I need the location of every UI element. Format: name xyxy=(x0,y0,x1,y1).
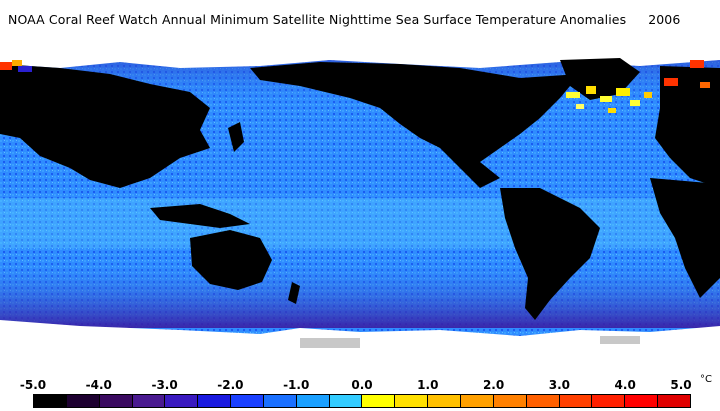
colorbar-cell xyxy=(460,395,494,407)
colorbar-tick-labels: -5.0 -4.0 -3.0 -2.0 -1.0 0.0 1.0 2.0 3.0 4.0 5.0 xyxy=(0,378,720,394)
colorbar-cell xyxy=(625,395,659,407)
colorbar-cell xyxy=(362,395,396,407)
colorbar-cell xyxy=(658,395,690,407)
colorbar-cell xyxy=(428,395,461,407)
colorbar-tick-label: 0.0 xyxy=(351,378,373,392)
colorbar-cell xyxy=(231,395,264,407)
arctic-ice xyxy=(0,38,720,68)
colorbar-cell xyxy=(99,395,133,407)
colorbar-cell xyxy=(395,395,429,407)
south-shading xyxy=(0,258,720,328)
north-america-land xyxy=(250,62,580,188)
colorbar-cell xyxy=(132,395,166,407)
colorbar-tick-label: 5.0 xyxy=(670,378,692,392)
colorbar-cell xyxy=(526,395,560,407)
equatorial-band xyxy=(0,198,720,248)
colorbar-tick-label: 1.0 xyxy=(417,378,439,392)
colorbar-cell xyxy=(296,395,330,407)
title-text: NOAA Coral Reef Watch Annual Minimum Sat… xyxy=(8,12,627,27)
south-america-land xyxy=(500,188,600,320)
colorbar-cell xyxy=(66,395,100,407)
colorbar-tick-label: -1.0 xyxy=(283,378,310,392)
ice-shelf-gray xyxy=(300,338,360,348)
ice-shelf-gray-2 xyxy=(600,336,640,344)
europe-land-east xyxy=(655,66,720,188)
africa-land xyxy=(650,178,720,298)
colorbar-tick-label: -3.0 xyxy=(151,378,178,392)
indonesia-islands xyxy=(150,204,250,228)
australia-land xyxy=(190,230,272,290)
north-atlantic-warm-anomaly xyxy=(566,60,710,113)
new-zealand-land xyxy=(288,282,300,304)
title-year: 2006 xyxy=(648,12,681,27)
colorbar xyxy=(33,394,691,408)
colorbar-cell xyxy=(493,395,527,407)
colorbar-cell xyxy=(165,395,199,407)
colorbar-cell xyxy=(263,395,297,407)
colorbar-cell xyxy=(329,395,363,407)
japan-land xyxy=(228,122,244,152)
colorbar-tick-label: 4.0 xyxy=(614,378,636,392)
asia-land-west xyxy=(0,64,210,188)
colorbar-cell xyxy=(198,395,232,407)
colorbar-tick-label: 3.0 xyxy=(548,378,571,392)
colorbar-cell xyxy=(559,395,593,407)
antarctica-land xyxy=(280,346,720,370)
colorbar-cell xyxy=(592,395,626,407)
colorbar-cell xyxy=(34,395,67,407)
colorbar-tick-label: -4.0 xyxy=(85,378,112,392)
colorbar-tick-label: -5.0 xyxy=(19,378,47,392)
colorbar-tick-label: 2.0 xyxy=(482,378,505,392)
colorbar-unit: °C xyxy=(700,374,712,385)
world-anomaly-map xyxy=(0,38,720,370)
figure-title: NOAA Coral Reef Watch Annual Minimum Sat… xyxy=(8,12,680,27)
northwest-warm-anomaly xyxy=(0,60,32,72)
colorbar-tick-label: -2.0 xyxy=(217,378,244,392)
